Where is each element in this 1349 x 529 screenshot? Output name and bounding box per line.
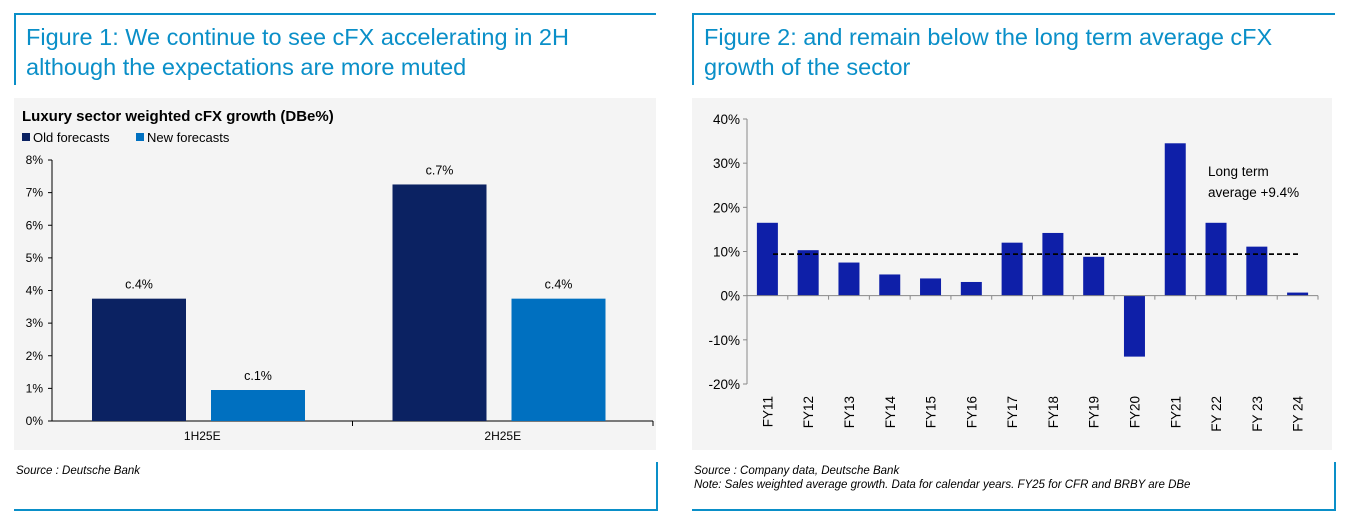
figure-1-title: Figure 1: We continue to see cFX acceler… xyxy=(26,22,569,82)
chart-1-data-label: c.1% xyxy=(244,369,272,383)
figure-2-chart: -20% -10% 0% 10% 20% 30% 40% FY11 FY12 FY13 FY14 FY… xyxy=(708,112,1319,432)
figure-2-panel: Figure 2: and remain below the long term… xyxy=(690,0,1349,529)
chart-2-x-tick-label: FY16 xyxy=(964,396,979,428)
figure-2-title-line-1: Figure 2: and remain below the long term… xyxy=(704,24,1273,50)
chart-1-x-tick-label: 2H25E xyxy=(484,429,521,443)
figure-1-panel: Figure 1: We continue to see cFX acceler… xyxy=(0,0,660,529)
chart-1-data-label: c.4% xyxy=(545,278,573,292)
legend-label-new: New forecasts xyxy=(147,130,230,145)
figure-2-side-rule xyxy=(1334,462,1336,510)
chart-1-y-tick-label: 1% xyxy=(26,381,44,395)
chart-2-x-tick-label: FY12 xyxy=(801,396,816,428)
chart-2-x-tick-label: FY11 xyxy=(760,396,775,427)
chart-1-bar-old xyxy=(392,184,487,421)
figure-1-source: Source : Deutsche Bank xyxy=(16,465,141,477)
chart-1-y-tick-label: 0% xyxy=(26,414,44,428)
chart-2-x-tick-label: FY17 xyxy=(1005,396,1020,428)
chart-2-bar xyxy=(1164,143,1186,296)
legend-swatch-new xyxy=(136,133,144,141)
chart-2-bar xyxy=(797,250,819,296)
chart-2-y-tick-label: 30% xyxy=(713,156,740,171)
figure-2-bottom-rule xyxy=(692,509,1336,511)
figure-1-side-rule xyxy=(656,462,658,510)
chart-1-y-tick-label: 6% xyxy=(26,218,44,232)
chart-1-bar-new xyxy=(511,298,606,421)
chart-1-y-tick-label: 3% xyxy=(26,316,44,330)
chart-2-y-tick-label: -10% xyxy=(708,333,740,348)
chart-2-bar xyxy=(756,222,778,296)
chart-2-bar xyxy=(1083,256,1105,296)
chart-1-bar-old xyxy=(92,298,186,421)
chart-1-y-tick-label: 8% xyxy=(26,153,44,167)
figure-1-title-line-1: Figure 1: We continue to see cFX acceler… xyxy=(26,24,569,50)
chart-2-average-label-line-2: average +9.4% xyxy=(1208,185,1299,200)
figure-1-top-rule xyxy=(14,13,656,15)
chart-1-x-tick-label: 1H25E xyxy=(184,429,221,443)
chart-2-y-tick-label: 40% xyxy=(713,112,740,127)
chart-1-y-tick-label: 4% xyxy=(26,284,44,298)
chart-2-x-tick-label: FY14 xyxy=(883,396,898,429)
chart-1-title: Luxury sector weighted cFX growth (DBe%) xyxy=(22,108,334,125)
chart-2-bar xyxy=(1001,242,1023,296)
chart-2-bar xyxy=(1287,292,1309,296)
chart-2-y-tick-label: 20% xyxy=(713,200,740,215)
chart-2-bar xyxy=(838,262,860,296)
chart-2-bar xyxy=(1246,246,1268,296)
figure-2-source-line: Source : Company data, Deutsche Bank xyxy=(694,465,900,477)
figure-2-top-rule xyxy=(692,13,1335,15)
chart-1-y-tick-label: 7% xyxy=(26,186,44,200)
figure-1-title-bar xyxy=(14,15,16,85)
figure-2-title-line-2: growth of the sector xyxy=(704,54,911,80)
chart-2-x-tick-label: FY15 xyxy=(924,396,939,428)
chart-2-x-tick-label: FY 23 xyxy=(1250,396,1265,432)
chart-2-y-tick-label: 0% xyxy=(720,289,740,304)
figure-2-source: Source : Company data, Deutsche Bank Not… xyxy=(694,464,1190,492)
chart-2-x-tick-label: FY21 xyxy=(1168,396,1183,428)
chart-2-x-tick-label: FY18 xyxy=(1046,396,1061,428)
figure-2-note-line: Note: Sales weighted average growth. Dat… xyxy=(694,479,1191,491)
chart-2-x-tick-label: FY13 xyxy=(842,396,857,428)
figure-1-bottom-rule xyxy=(14,509,658,511)
chart-2-y-tick-label: -20% xyxy=(708,377,740,392)
chart-2-x-tick-label: FY20 xyxy=(1127,396,1142,428)
figure-1-chart: Luxury sector weighted cFX growth (DBe%)… xyxy=(22,108,654,443)
chart-1-data-label: c.7% xyxy=(426,163,454,177)
figure-2-title-bar xyxy=(692,15,694,85)
chart-1-data-label: c.4% xyxy=(125,278,153,292)
chart-2-bar xyxy=(879,274,901,296)
chart-2-bar xyxy=(960,281,982,296)
chart-1-y-tick-label: 5% xyxy=(26,251,44,265)
chart-2-x-tick-label: FY19 xyxy=(1087,396,1102,428)
chart-2-bar xyxy=(1205,222,1227,296)
figure-2-title: Figure 2: and remain below the long term… xyxy=(704,22,1272,82)
chart-2-y-tick-label: 10% xyxy=(713,245,740,260)
chart-2-bar xyxy=(1042,232,1064,296)
figure-1-title-line-2: although the expectations are more muted xyxy=(26,54,467,80)
chart-2-x-tick-label: FY 24 xyxy=(1291,396,1306,432)
chart-2-bar xyxy=(920,278,942,296)
chart-2-bar xyxy=(1123,295,1145,357)
chart-1-y-tick-label: 2% xyxy=(26,349,44,363)
chart-2-average-label-line-1: Long term xyxy=(1208,164,1269,179)
chart-2-x-tick-label: FY 22 xyxy=(1209,396,1224,432)
chart-1-bar-new xyxy=(211,390,305,421)
legend-swatch-old xyxy=(22,133,30,141)
legend-label-old: Old forecasts xyxy=(33,130,110,145)
